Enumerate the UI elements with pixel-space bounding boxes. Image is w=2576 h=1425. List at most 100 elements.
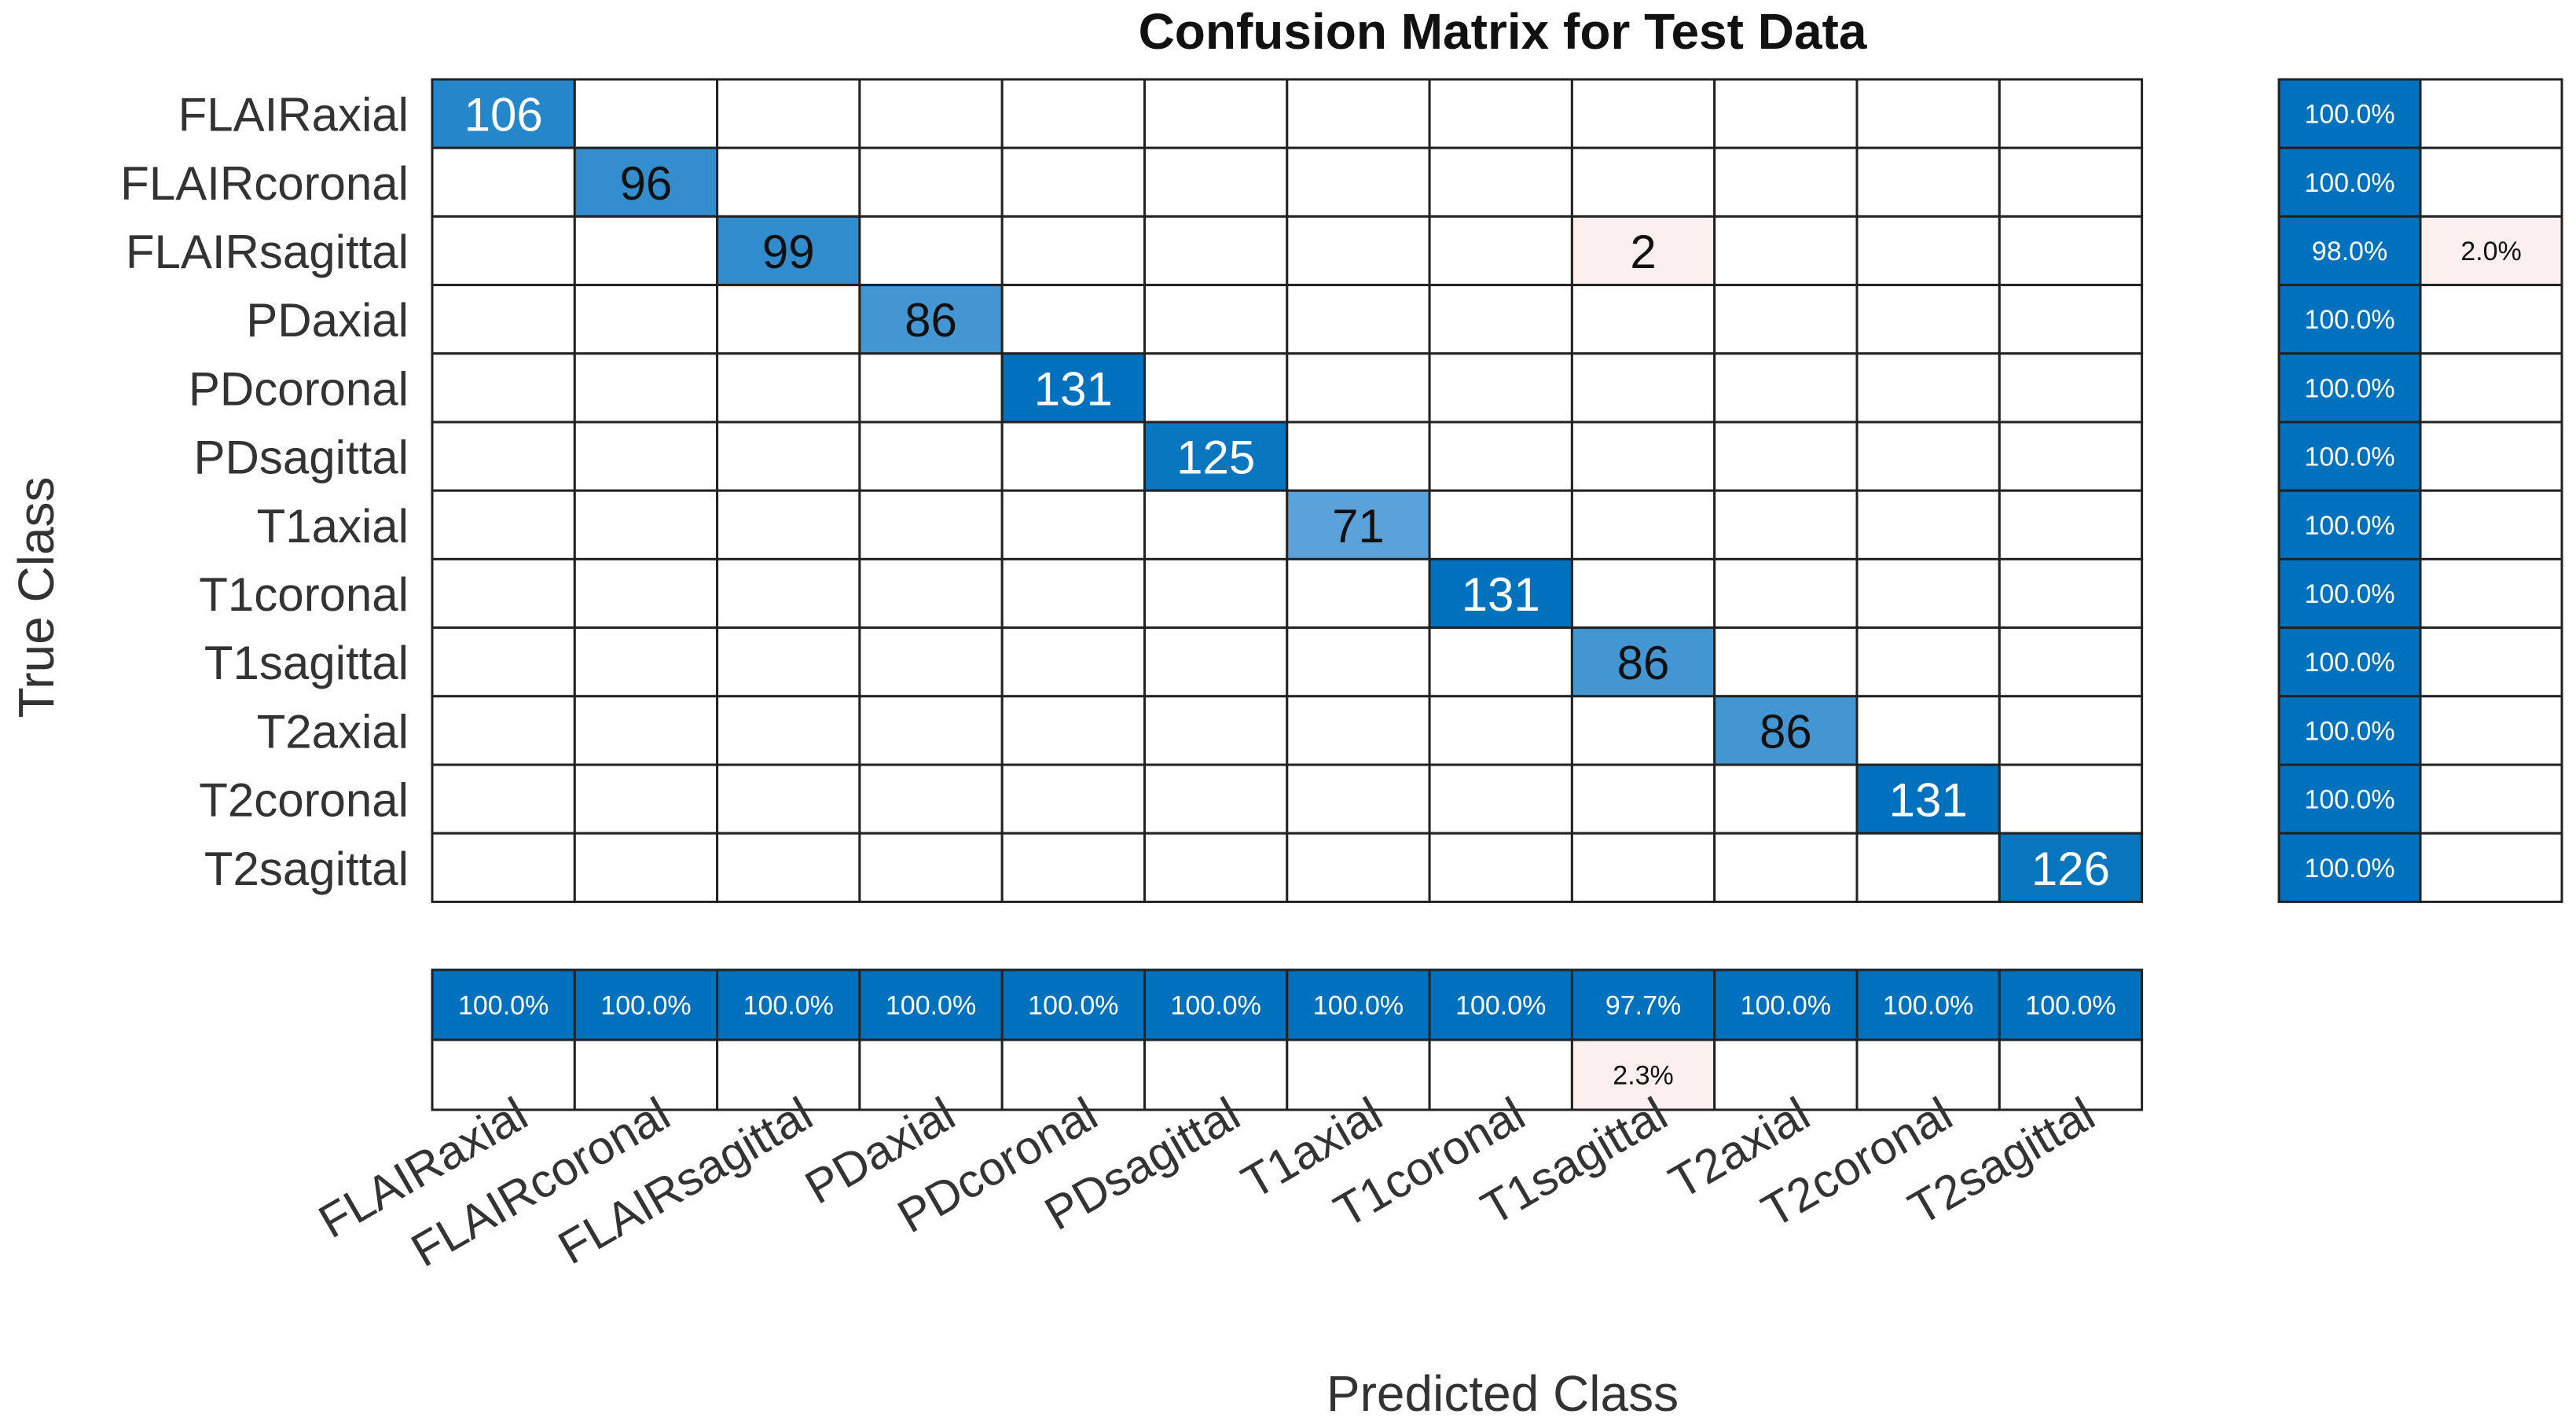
column-summary-correct-value: 100.0% [600,991,691,1021]
column-summary-incorrect-cell [1000,1038,1146,1111]
matrix-cell [1000,284,1146,355]
matrix-cell [573,352,719,424]
matrix-cell [1713,763,1859,835]
matrix-cell [858,215,1004,287]
matrix-cell [1713,489,1859,560]
column-summary-incorrect-cell [1428,1038,1573,1111]
column-summary-incorrect-value: 2.3% [1613,1061,1674,1091]
matrix-cell [1286,215,1431,287]
matrix-cell [1855,215,2001,287]
row-summary-incorrect-cell [2419,557,2563,630]
column-summary-correct-cell [716,968,861,1041]
matrix-cell [1570,146,1716,218]
matrix-cell [1143,215,1289,287]
matrix-cell [1570,352,1716,424]
matrix-cell [1428,421,1573,492]
matrix-cell [1428,78,1573,149]
row-summary-incorrect-cell [2419,489,2563,560]
matrix-cell [1713,78,1859,149]
row-summary-correct-value: 100.0% [2304,168,2394,198]
matrix-cell [716,78,861,149]
column-summary: 100.0% 100.0% 100.0% 100.0% 100.0% 100.0% 100.… [431,968,2144,1111]
row-tick-label: PDsagittal [194,432,409,484]
matrix-cell [716,557,861,630]
row-summary-correct-value: 100.0% [2304,373,2394,403]
y-axis-label: True Class [8,476,64,718]
matrix-cell [1428,215,1573,287]
matrix-cell [1286,421,1431,492]
matrix-cell [1713,215,1859,287]
matrix-cell [716,284,861,355]
column-summary-incorrect-cell [1286,1038,1431,1111]
matrix-cell [431,557,576,630]
row-summary-correct-value: 100.0% [2304,100,2394,130]
row-summary-correct-value: 100.0% [2304,716,2394,746]
matrix-cell [573,146,719,218]
matrix-cell [858,557,1004,630]
matrix-cell [1713,146,1859,218]
matrix-cell [1000,626,1146,698]
matrix-cell [1713,626,1859,698]
matrix-cell [431,421,576,492]
row-summary-correct-value: 100.0% [2304,854,2394,883]
matrix-cell [1000,832,1146,903]
matrix-cell [1286,763,1431,835]
matrix-cell [1428,763,1573,835]
matrix-cell [1286,284,1431,355]
column-summary-incorrect-cell [1713,1038,1859,1111]
x-axis-label: Predicted Class [1327,1365,1679,1422]
column-summary-correct-value: 100.0% [1741,991,1831,1021]
matrix-cell-value: 131 [1034,362,1113,415]
row-summary: 100.0% 100.0% 98.0% 2.0% 100.0% 100.0% 100.0% 1… [2277,78,2563,903]
matrix-cell [1713,352,1859,424]
matrix-cell-value: 131 [1889,774,1968,827]
row-summary-correct-value: 100.0% [2304,443,2394,472]
column-summary-correct-value: 100.0% [1313,991,1404,1021]
matrix-cell [1713,421,1859,492]
matrix-cell [1998,626,2144,698]
matrix-cell [1286,695,1431,766]
matrix-cell [1286,78,1431,149]
matrix-cell [858,421,1004,492]
matrix-cell [1570,78,1716,149]
matrix-cell [1998,557,2144,630]
chart-title: Confusion Matrix for Test Data [1139,3,1867,60]
matrix-cell [431,146,576,218]
matrix-cell [1286,832,1431,903]
row-tick-label: T1sagittal [204,637,409,689]
matrix-cell [573,763,719,835]
matrix-cell [1713,557,1859,630]
matrix-cell [1713,284,1859,355]
row-summary-incorrect-cell [2419,763,2563,835]
matrix-cell [716,421,861,492]
matrix-cell [858,78,1004,149]
column-summary-correct-value: 100.0% [1170,991,1260,1021]
matrix-cell [1428,352,1573,424]
row-summary-incorrect-cell [2419,146,2563,218]
matrix-cell [1000,763,1146,835]
column-summary-correct-cell [1855,968,2001,1041]
row-summary-correct-cell [2277,352,2422,424]
matrix-cell [1000,352,1146,424]
column-summary-incorrect-cell [1998,1038,2144,1111]
matrix-cell-value: 86 [905,294,957,347]
row-summary-correct-cell [2277,215,2422,287]
matrix-cell [1855,695,2001,766]
column-summary-incorrect-cell [1855,1038,2001,1111]
row-tick-label: T2sagittal [204,843,409,895]
column-summary-correct-value: 100.0% [886,991,976,1021]
matrix-cell [716,489,861,560]
row-summary-correct-value: 100.0% [2304,579,2394,609]
matrix-cell [573,284,719,355]
matrix-cell [716,352,861,424]
matrix-cell-value: 71 [1332,500,1385,553]
matrix-cell-value: 131 [1462,568,1540,621]
matrix-cell [1143,284,1289,355]
matrix-cell-value: 106 [464,89,543,141]
matrix-cell [431,352,576,424]
row-summary-incorrect-cell [2419,626,2563,698]
matrix-cell [1998,215,2144,287]
matrix-cell [1286,626,1431,698]
